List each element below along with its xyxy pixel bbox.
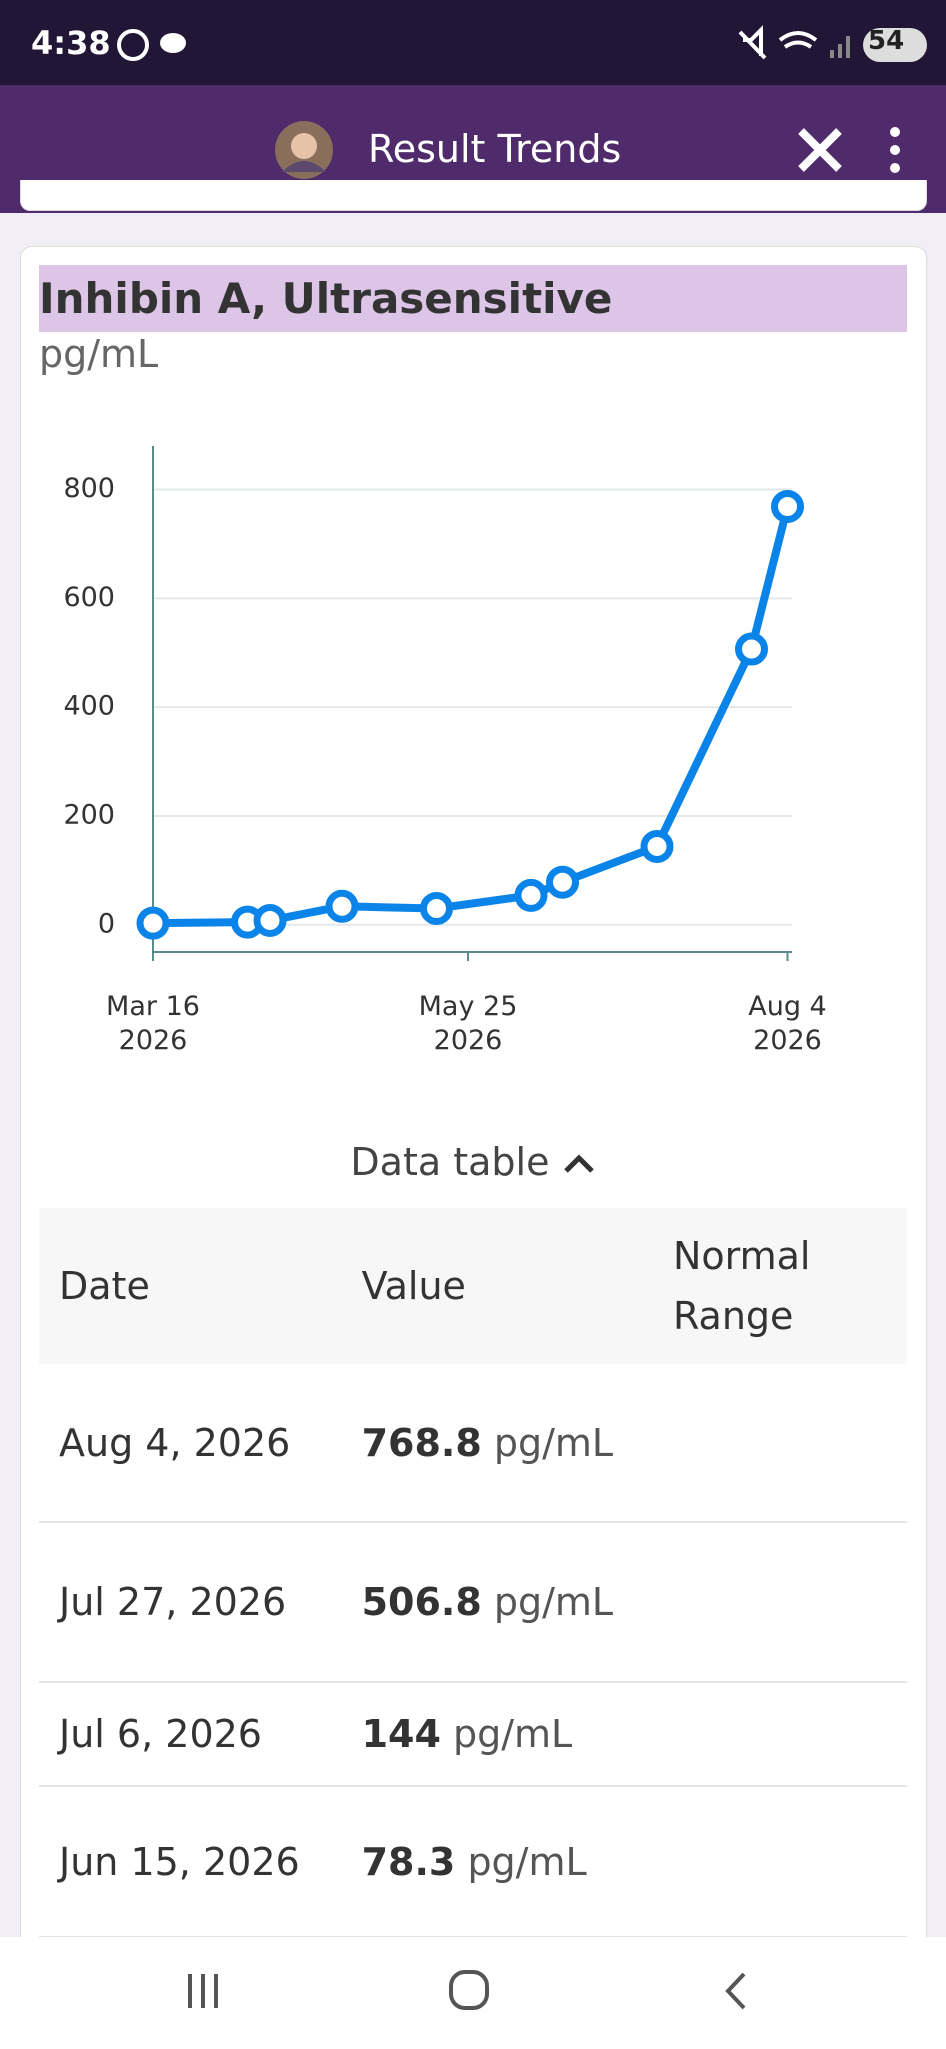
header-cell: Normal Range [652,1208,907,1364]
value-cell: 506.8 pg/mL [341,1522,653,1683]
x-tick-label: Aug 4 2026 [748,991,827,1056]
table-row: Jul 27, 2026 506.8 pg/mL [39,1522,907,1683]
point [253,903,287,937]
y-tick-label: 800 [63,473,115,504]
point [420,891,453,925]
close-button[interactable] [795,125,845,175]
point [735,632,768,666]
battery-level: 54 [868,26,905,56]
point [514,878,548,912]
x-tick-label: May 25 2026 [418,991,518,1056]
y-tick-label: 0 [98,908,115,939]
nav-bar [0,1937,946,2049]
time: 4:38 [31,24,111,62]
value: 78.3 [361,1839,456,1884]
point [546,865,579,899]
table-row: Jun 15, 2026 78.3 pg/mL [39,1786,907,1938]
y-tick-label: 200 [63,799,115,830]
value: 506.8 [361,1580,482,1624]
date-cell: Aug 4, 2026 [39,1364,342,1523]
value-cell: 768.8 pg/mL [341,1364,653,1523]
y-tick-label: 400 [63,691,115,722]
back-button[interactable] [725,1972,746,2010]
nav-icons [188,1970,746,2010]
table-row: Aug 4, 2026 768.8 pg/mL [39,1364,907,1523]
value: 768.8 [361,1420,482,1465]
chart-title: Inhibin A, Ultrasensitive [39,265,907,332]
point [325,889,359,923]
date-cell: Jun 15, 2026 [39,1786,342,1938]
home-button[interactable] [449,1970,489,2010]
notification-icons [117,29,186,61]
avatar[interactable] [274,120,334,180]
y-tick-label: 600 [63,582,115,613]
recents-button[interactable] [188,1974,218,2008]
range-cell [652,1786,907,1938]
chart: 0 200 400 600 800 [63,446,804,961]
value-unit: pg/mL [493,1420,614,1465]
value-cell: 78.3 pg/mL [341,1786,653,1938]
table-row: Jul 6, 2026 144 pg/mL [39,1682,907,1787]
range-cell [652,1364,907,1523]
point [640,829,674,863]
chart-subtitle: pg/mL [39,332,159,376]
value-unit: pg/mL [493,1580,614,1624]
data-table-toggle[interactable]: Data table [0,1140,946,1184]
range-cell [652,1682,907,1787]
point [771,490,804,524]
value-cell: 144 pg/mL [341,1682,653,1787]
data-table: Date Value Normal Range Aug 4, 2026 768.8… [39,1208,907,1938]
system-icons [738,25,927,62]
x-tick-label: Mar 16 2026 [106,991,200,1056]
value-unit: pg/mL [467,1839,587,1884]
table-header: Date Value Normal Range [39,1208,907,1364]
line [152,505,792,928]
menu-button[interactable] [885,125,905,175]
toggle-label[interactable]: Data table [350,1140,550,1184]
app-title: Result Trends [368,127,622,171]
previous-card [20,180,927,211]
chevron-up [563,1154,594,1173]
point [136,906,170,940]
value: 144 [361,1712,441,1756]
header-cell: Value [341,1208,653,1364]
status-bar: 4:38 54 [0,0,946,85]
date-cell: Jul 27, 2026 [39,1522,342,1683]
value-unit: pg/mL [453,1712,573,1756]
header-cell: Date [39,1208,342,1364]
range-cell [652,1522,907,1683]
date-cell: Jul 6, 2026 [39,1682,342,1787]
